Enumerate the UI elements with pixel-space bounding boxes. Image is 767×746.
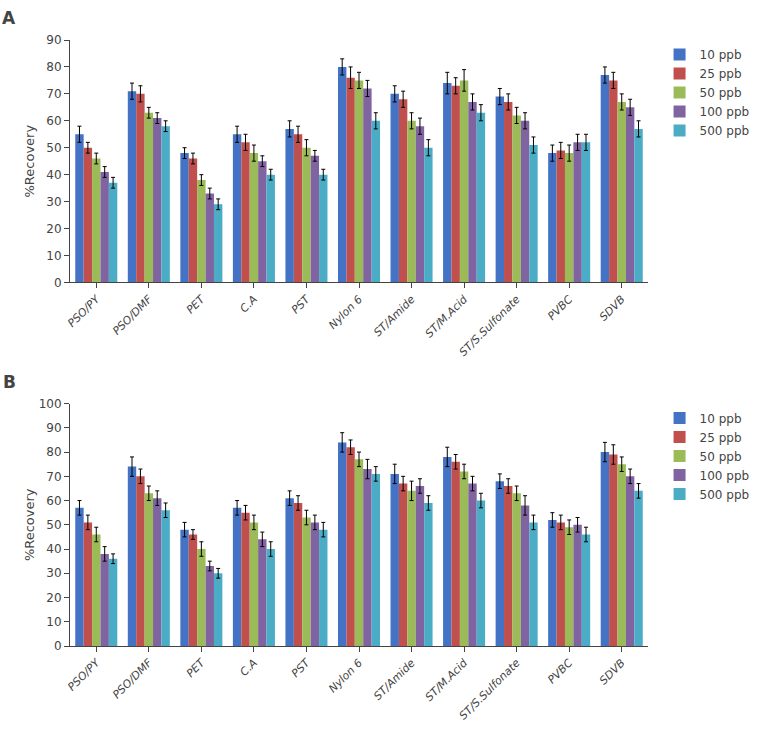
- svg-text:SDVB: SDVB: [597, 293, 628, 324]
- svg-text:PET: PET: [184, 656, 208, 680]
- svg-text:80: 80: [46, 445, 61, 459]
- svg-text:ST/M.Acid: ST/M.Acid: [423, 292, 471, 340]
- svg-text:50: 50: [46, 518, 61, 532]
- svg-text:70: 70: [46, 470, 61, 484]
- svg-text:500 ppb: 500 ppb: [700, 124, 750, 138]
- svg-text:PST: PST: [289, 656, 313, 680]
- svg-text:Nylon 6: Nylon 6: [326, 293, 365, 332]
- svg-text:90: 90: [46, 421, 61, 435]
- svg-text:A: A: [2, 8, 16, 28]
- svg-text:50 ppb: 50 ppb: [700, 86, 742, 100]
- svg-text:SDVB: SDVB: [597, 657, 628, 688]
- svg-text:10: 10: [46, 615, 61, 629]
- svg-text:PVBC: PVBC: [545, 656, 575, 686]
- svg-text:50: 50: [46, 141, 61, 155]
- svg-text:PVBC: PVBC: [545, 293, 575, 323]
- svg-text:70: 70: [46, 87, 61, 101]
- svg-text:60: 60: [46, 114, 61, 128]
- svg-text:30: 30: [46, 195, 61, 209]
- svg-text:90: 90: [46, 33, 61, 47]
- svg-text:Nylon 6: Nylon 6: [326, 657, 365, 696]
- svg-text:ST/Amide: ST/Amide: [371, 656, 417, 702]
- svg-text:25 ppb: 25 ppb: [700, 67, 742, 81]
- svg-text:100 ppb: 100 ppb: [700, 105, 750, 119]
- svg-text:10 ppb: 10 ppb: [700, 412, 742, 426]
- svg-text:10 ppb: 10 ppb: [700, 48, 742, 62]
- svg-text:100: 100: [39, 397, 62, 411]
- svg-text:ST/M.Acid: ST/M.Acid: [423, 656, 471, 704]
- svg-text:%Recovery: %Recovery: [22, 488, 37, 561]
- svg-text:PST: PST: [289, 292, 313, 316]
- svg-text:PSO/PY: PSO/PY: [65, 292, 103, 330]
- svg-text:60: 60: [46, 494, 61, 508]
- svg-text:50 ppb: 50 ppb: [700, 450, 742, 464]
- svg-text:ST/S.Sulfonate: ST/S.Sulfonate: [457, 656, 523, 722]
- svg-text:PET: PET: [184, 292, 208, 316]
- svg-text:40: 40: [46, 542, 61, 556]
- svg-text:100 ppb: 100 ppb: [700, 469, 750, 483]
- svg-text:C.A: C.A: [238, 657, 260, 679]
- svg-text:500 ppb: 500 ppb: [700, 488, 750, 502]
- svg-text:10: 10: [46, 249, 61, 263]
- svg-text:PSO/DMF: PSO/DMF: [110, 292, 155, 337]
- svg-text:PSO/PY: PSO/PY: [65, 656, 103, 694]
- svg-text:%Recovery: %Recovery: [22, 125, 37, 198]
- svg-text:PSO/DMF: PSO/DMF: [110, 656, 155, 701]
- svg-text:80: 80: [46, 60, 61, 74]
- svg-text:0: 0: [54, 276, 62, 290]
- svg-text:30: 30: [46, 566, 61, 580]
- svg-text:25 ppb: 25 ppb: [700, 431, 742, 445]
- svg-text:20: 20: [46, 222, 61, 236]
- svg-text:0: 0: [54, 639, 62, 653]
- svg-text:ST/S.Sulfonate: ST/S.Sulfonate: [457, 293, 523, 359]
- svg-text:B: B: [3, 372, 16, 392]
- svg-text:C.A: C.A: [238, 293, 260, 315]
- svg-text:40: 40: [46, 168, 61, 182]
- svg-text:20: 20: [46, 591, 61, 605]
- svg-text:ST/Amide: ST/Amide: [371, 293, 417, 339]
